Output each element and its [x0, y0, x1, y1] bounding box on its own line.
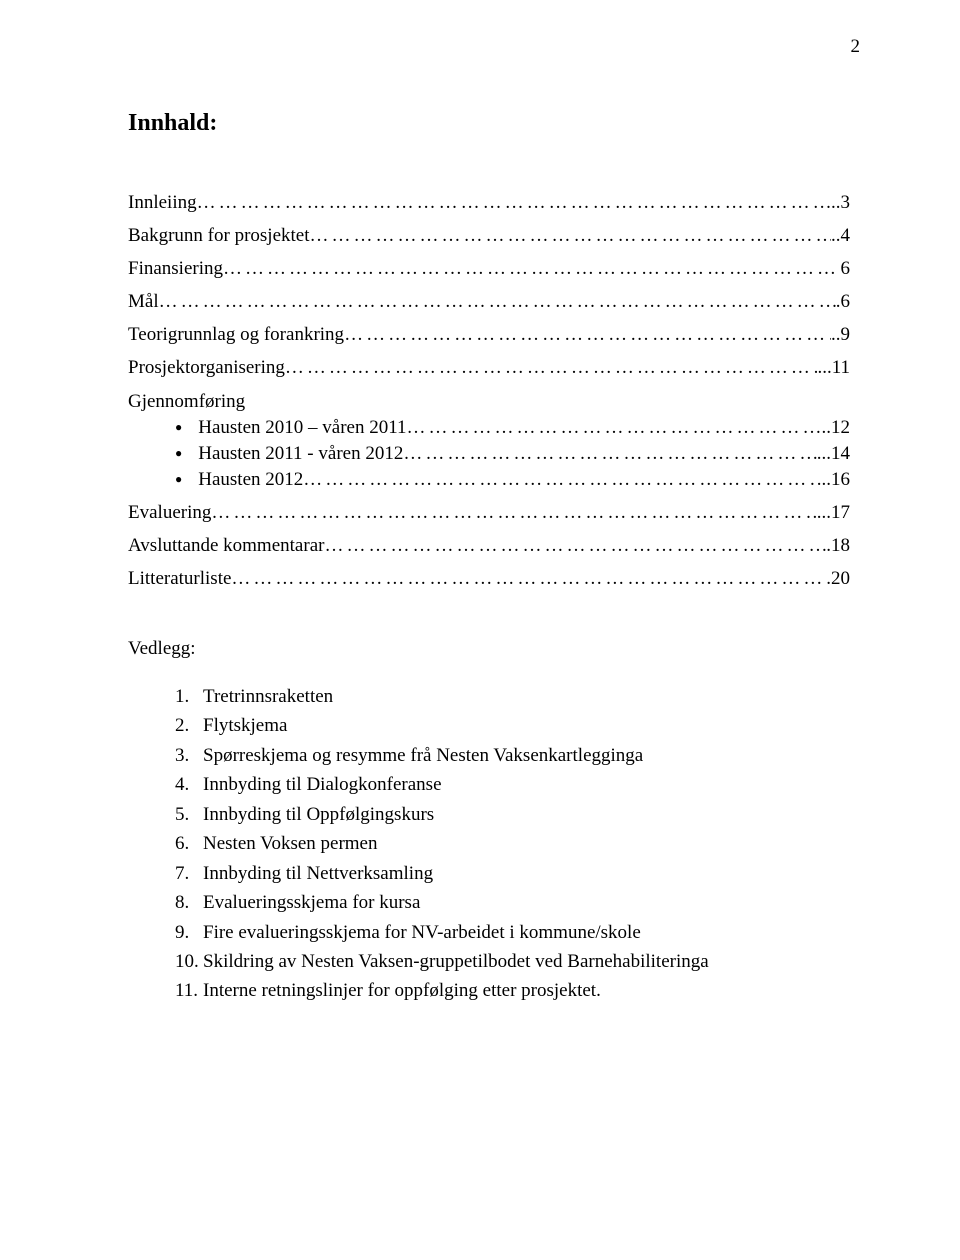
- toc-leader: [324, 536, 826, 555]
- toc-page: ...16: [817, 469, 850, 491]
- toc-sub-group: ● Hausten 2010 – våren 2011 ..12 ● Haust…: [128, 417, 850, 491]
- list-text: Flytskjema: [203, 711, 850, 740]
- toc-leader: [285, 358, 818, 377]
- list-number: 10.: [175, 947, 203, 976]
- toc-label: Litteraturliste: [128, 569, 231, 588]
- list-number: 1.: [175, 682, 203, 711]
- toc-page: ...14: [817, 443, 850, 465]
- toc-leader: [303, 469, 816, 491]
- list-number: 2.: [175, 711, 203, 740]
- list-item: 1.Tretrinnsraketten: [175, 682, 850, 711]
- toc-page: ..12: [822, 417, 851, 439]
- list-item: 8.Evalueringsskjema for kursa: [175, 888, 850, 917]
- toc-entry: Finansiering 6: [128, 259, 850, 278]
- toc-label: Evaluering: [128, 503, 211, 522]
- toc-leader: [231, 569, 826, 588]
- toc-entry: Teorigrunnlag og forankring ..9: [128, 325, 850, 344]
- list-item: 10.Skildring av Nesten Vaksen-gruppetilb…: [175, 947, 850, 976]
- vedlegg-list: 1.Tretrinnsraketten 2.Flytskjema 3.Spørr…: [128, 682, 850, 1006]
- toc-label: Gjennomføring: [128, 391, 245, 412]
- list-number: 7.: [175, 859, 203, 888]
- list-text: Innbyding til Oppfølgingskurs: [203, 800, 850, 829]
- toc-entry: Bakgrunn for prosjektet ..4: [128, 226, 850, 245]
- toc-sub-label: Hausten 2010 – våren 2011: [198, 417, 406, 439]
- toc-page: ..9: [831, 325, 850, 344]
- toc-entry: Litteraturliste .20: [128, 569, 850, 588]
- list-text: Innbyding til Dialogkonferanse: [203, 770, 850, 799]
- toc-entry: Gjennomføring: [128, 391, 850, 413]
- toc-page: ...17: [817, 503, 850, 522]
- toc-label: Innleiing: [128, 193, 197, 212]
- toc-leader: [310, 226, 831, 245]
- toc-leader: [159, 292, 836, 311]
- list-number: 9.: [175, 918, 203, 947]
- list-item: 7.Innbyding til Nettverksamling: [175, 859, 850, 888]
- list-item: 9.Fire evalueringsskjema for NV-arbeidet…: [175, 918, 850, 947]
- list-item: 4.Innbyding til Dialogkonferanse: [175, 770, 850, 799]
- toc-page: 6: [841, 259, 851, 278]
- bullet-icon: ●: [175, 446, 182, 461]
- toc-sub-entry: ● Hausten 2010 – våren 2011 ..12: [128, 417, 850, 439]
- toc-leader: [344, 325, 831, 344]
- toc-page: ..4: [831, 226, 850, 245]
- list-text: Nesten Voksen permen: [203, 829, 850, 858]
- list-number: 5.: [175, 800, 203, 829]
- toc-entry: Prosjektorganisering ...11: [128, 358, 850, 377]
- toc-sub-label: Hausten 2011 - våren 2012: [198, 443, 403, 465]
- list-number: 11.: [175, 976, 203, 1005]
- toc-label: Bakgrunn for prosjektet: [128, 226, 310, 245]
- toc-entry: Innleiing ..3: [128, 193, 850, 212]
- toc-label: Teorigrunnlag og forankring: [128, 325, 344, 344]
- list-item: 3.Spørreskjema og resymme frå Nesten Vak…: [175, 741, 850, 770]
- list-text: Innbyding til Nettverksamling: [203, 859, 850, 888]
- toc-sub-entry: ● Hausten 2011 - våren 2012 ...14: [128, 443, 850, 465]
- page-title: Innhald:: [128, 110, 850, 137]
- toc-label: Finansiering: [128, 259, 223, 278]
- list-number: 6.: [175, 829, 203, 858]
- list-item: 11.Interne retningslinjer for oppfølging…: [175, 976, 850, 1005]
- toc-entry: Avsluttande kommentarar .18: [128, 536, 850, 555]
- toc-page: ...11: [817, 358, 850, 377]
- toc-label: Prosjektorganisering: [128, 358, 285, 377]
- list-item: 5.Innbyding til Oppfølgingskurs: [175, 800, 850, 829]
- toc-leader: [407, 417, 822, 439]
- toc-leader: [223, 259, 841, 278]
- list-text: Interne retningslinjer for oppfølging et…: [203, 976, 850, 1005]
- toc-leader: [211, 503, 816, 522]
- list-text: Skildring av Nesten Vaksen-gruppetilbode…: [203, 947, 850, 976]
- toc-label: Avsluttande kommentarar: [128, 536, 324, 555]
- content-area: Innhald: Innleiing ..3 Bakgrunn for pros…: [128, 110, 850, 1006]
- list-number: 3.: [175, 741, 203, 770]
- list-text: Evalueringsskjema for kursa: [203, 888, 850, 917]
- toc-label: Mål: [128, 292, 159, 311]
- bullet-icon: ●: [175, 420, 182, 435]
- list-item: 2.Flytskjema: [175, 711, 850, 740]
- toc-sub-entry: ● Hausten 2012 ...16: [128, 469, 850, 491]
- toc-leader: [197, 193, 831, 212]
- toc-entry: Mål .6: [128, 292, 850, 311]
- toc-page: .6: [836, 292, 850, 311]
- list-number: 8.: [175, 888, 203, 917]
- bullet-icon: ●: [175, 472, 182, 487]
- toc-entry: Evaluering ...17: [128, 503, 850, 522]
- list-number: 4.: [175, 770, 203, 799]
- toc-page: .20: [826, 569, 850, 588]
- toc-leader: [403, 443, 816, 465]
- page-number: 2: [851, 36, 861, 58]
- toc-page: ..3: [831, 193, 850, 212]
- toc-sub-label: Hausten 2012: [198, 469, 303, 491]
- list-item: 6.Nesten Voksen permen: [175, 829, 850, 858]
- list-text: Tretrinnsraketten: [203, 682, 850, 711]
- list-text: Fire evalueringsskjema for NV-arbeidet i…: [203, 918, 850, 947]
- toc-page: .18: [826, 536, 850, 555]
- list-text: Spørreskjema og resymme frå Nesten Vakse…: [203, 741, 850, 770]
- vedlegg-title: Vedlegg:: [128, 638, 850, 660]
